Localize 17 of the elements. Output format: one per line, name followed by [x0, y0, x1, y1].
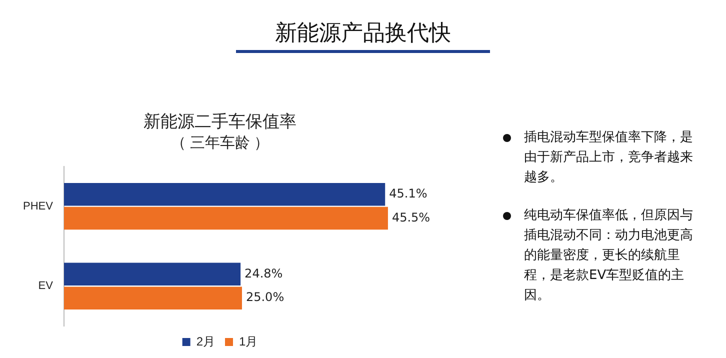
y-tick-label: EV [38, 280, 54, 292]
data-label: 24.8% [244, 266, 283, 280]
text: 新能源产品换代快 [274, 20, 452, 48]
data-label: 45.5% [392, 210, 430, 224]
data-label: 25.0% [246, 290, 284, 304]
bar [64, 182, 386, 206]
bar [64, 262, 241, 286]
legend-label: 2月 [196, 334, 216, 348]
text: 插电混动车型保值率下降，是由于新产品上市，竞争者越来越多。 [523, 129, 694, 187]
bar [64, 286, 242, 310]
chart-subtitle: （ 三年车龄 ） [170, 134, 270, 152]
legend-label: 1月 [239, 334, 258, 348]
y-tick-label: PHEV [22, 200, 54, 212]
data-label: 45.1% [389, 186, 428, 200]
bar [64, 206, 388, 230]
chart-title: 新能源二手车保值率 [144, 112, 296, 131]
text: 纯电动车保值率低，但原因与插电混动不同：动力电池更高的能量密度，更长的续航里程，是老款EV车型贬值的主因。 [523, 207, 694, 305]
